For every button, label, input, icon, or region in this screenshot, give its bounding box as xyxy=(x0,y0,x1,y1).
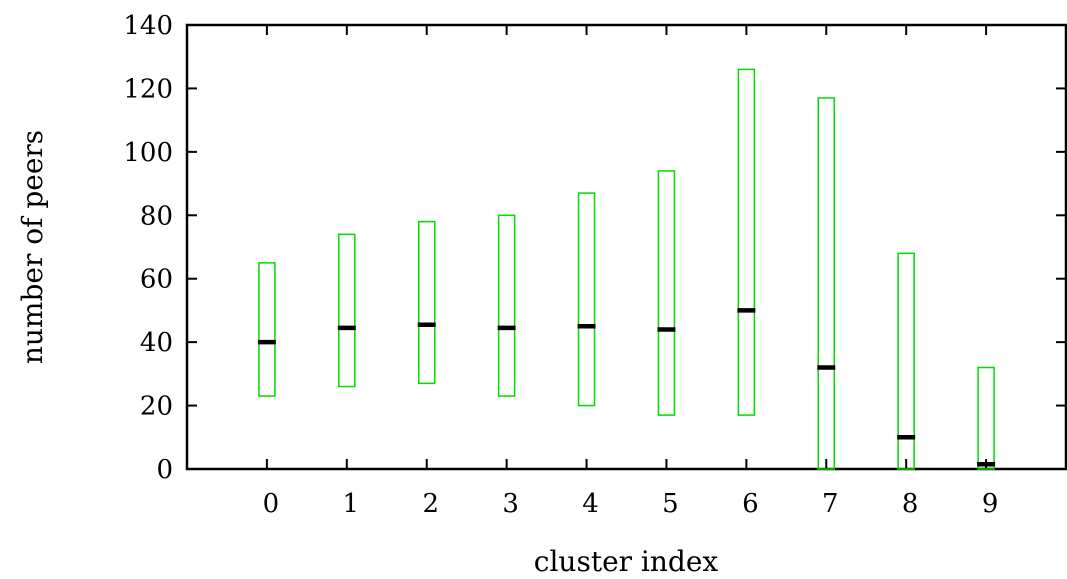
x-tick-label: 5 xyxy=(662,489,679,519)
x-tick-label: 6 xyxy=(742,489,759,519)
x-tick-label: 4 xyxy=(582,489,599,519)
range-box xyxy=(977,366,995,470)
range-box xyxy=(258,262,276,397)
range-box xyxy=(897,252,915,470)
range-box xyxy=(817,97,836,470)
range-box xyxy=(577,192,596,407)
x-tick-label: 8 xyxy=(902,489,919,519)
range-box xyxy=(497,214,516,397)
x-tick-label: 7 xyxy=(822,489,839,519)
x-tick-label: 2 xyxy=(422,489,439,519)
y-tick-label: 140 xyxy=(123,11,173,41)
y-tick-label: 120 xyxy=(123,74,173,104)
range-box xyxy=(657,170,676,416)
y-tick-label: 100 xyxy=(123,138,173,168)
tick-labels: 0 20 40 60 80 100 120 140 0 1 2 3 4 5 6 7 8 9 xyxy=(123,11,998,519)
range-box xyxy=(737,68,756,416)
range-box xyxy=(417,220,436,385)
y-tick-label: 0 xyxy=(156,455,173,485)
axis-ticks xyxy=(187,24,1066,470)
plot-frame xyxy=(185,23,1067,471)
x-axis-title: cluster index xyxy=(534,545,719,578)
range-box xyxy=(338,233,356,388)
y-axis-title: number of peers xyxy=(16,130,49,364)
y-tick-label: 20 xyxy=(140,392,173,422)
x-tick-label: 1 xyxy=(343,489,360,519)
x-tick-label: 0 xyxy=(263,489,280,519)
y-tick-label: 60 xyxy=(140,265,173,295)
y-tick-label: 40 xyxy=(140,328,173,358)
y-tick-label: 80 xyxy=(140,201,173,231)
x-tick-label: 9 xyxy=(982,489,999,519)
data-marks xyxy=(257,68,996,470)
x-tick-label: 3 xyxy=(502,489,519,519)
